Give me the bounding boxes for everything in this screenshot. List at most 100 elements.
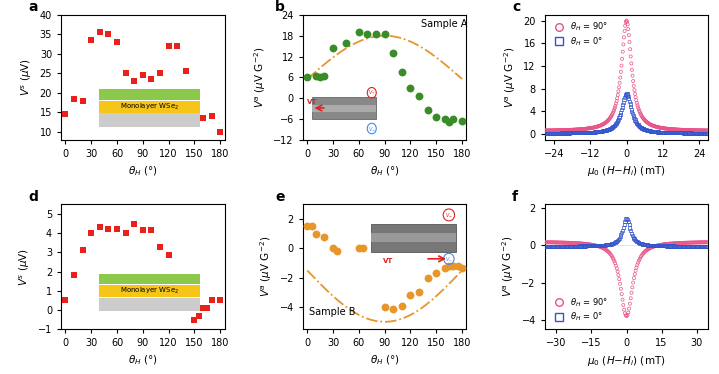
Point [636,252,648,258]
Point [562,130,574,136]
Point [686,130,697,136]
Point [575,130,587,136]
Point [654,242,666,248]
Point [634,124,646,130]
Point [632,122,644,128]
Point [607,124,618,130]
Point [674,130,685,136]
Point [654,243,666,249]
Point [574,126,586,132]
Point [546,130,557,136]
Point [588,129,600,135]
Point [647,244,659,250]
Point [590,243,602,249]
Point [675,240,687,246]
Point [632,260,644,266]
Point [653,124,664,130]
Point [700,130,712,136]
Point [636,241,647,247]
Point [567,127,578,133]
Point [655,125,667,131]
Point [574,240,586,246]
Point [636,241,648,247]
Point [569,130,581,136]
Point [314,74,326,80]
Point [679,127,691,133]
Point [550,239,562,245]
Point [687,240,698,246]
Point [569,127,581,133]
Point [599,120,610,126]
Point [554,239,566,245]
Point [667,130,679,136]
Point [623,310,634,316]
Point [687,130,698,136]
Point [551,130,563,136]
Point [687,127,699,133]
Point [577,130,588,136]
Point [605,125,616,131]
Point [688,243,700,249]
Point [661,126,672,132]
Point [661,129,673,135]
Point [695,130,706,136]
Point [643,242,654,248]
Point [129,78,140,84]
Point [567,243,578,249]
Point [565,130,577,136]
Point [596,245,608,251]
Point [673,240,684,246]
Point [699,130,710,136]
Point [613,272,624,278]
Point [600,120,611,126]
Point [541,128,553,134]
Point [702,130,713,136]
Point [548,128,559,134]
Point [599,246,610,252]
Point [640,127,651,133]
Point [600,128,611,134]
Point [574,126,585,132]
Point [619,28,631,34]
Point [692,128,704,134]
Point [687,130,699,136]
Point [551,243,563,249]
Point [609,122,620,128]
Point [675,243,687,249]
Point [370,31,382,37]
Point [679,127,690,133]
Point [646,245,657,251]
Point [572,240,584,246]
Point [388,306,399,312]
Point [584,125,595,131]
Point [649,243,661,249]
Point [623,219,634,225]
Point [572,243,584,249]
Point [592,123,604,129]
Point [557,127,568,133]
Point [656,129,667,135]
Point [677,127,689,133]
Point [595,122,606,128]
Point [646,122,657,128]
Point [678,130,690,136]
Point [572,126,583,132]
Point [623,94,634,100]
Point [641,242,652,248]
Point [684,127,696,133]
Point [673,243,684,249]
Point [699,128,710,134]
Point [632,121,644,127]
Point [651,124,663,130]
Point [206,113,217,119]
Point [589,242,600,248]
Point [559,240,570,246]
Point [653,129,664,135]
Point [592,243,604,249]
Point [180,68,191,74]
Point [566,240,577,246]
Point [561,127,572,133]
Point [598,121,610,127]
Point [651,124,662,130]
Point [619,310,631,316]
